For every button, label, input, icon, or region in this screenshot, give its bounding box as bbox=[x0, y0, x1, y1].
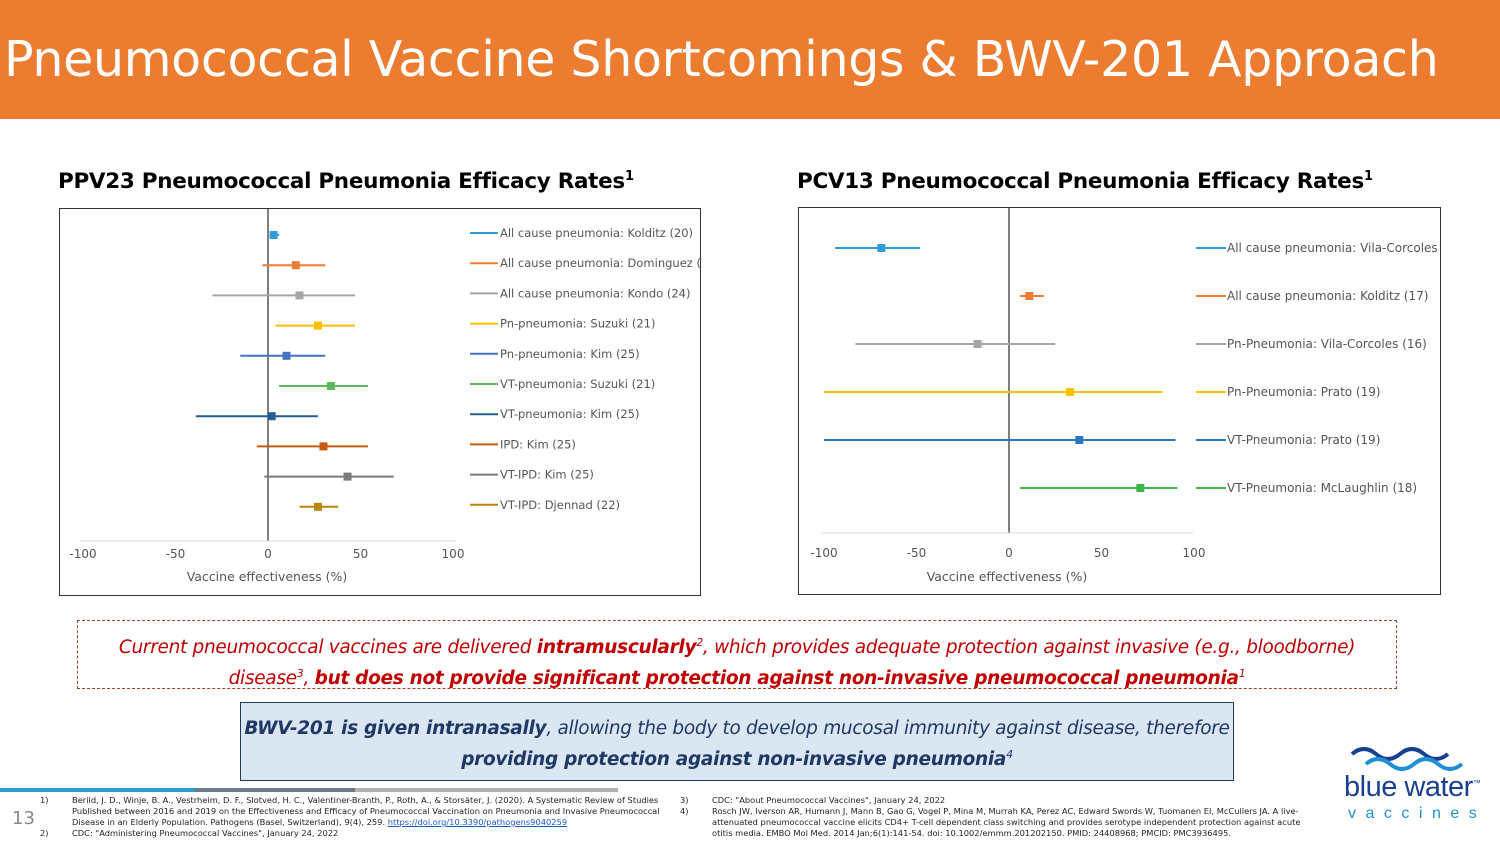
ppv23-forest-plot: -100 -50 0 50 100 Vaccine effectiveness (%) Al… bbox=[59, 208, 702, 596]
chart-title-pcv13: PCV13 Pneumococcal Pneumonia Efficacy Ra… bbox=[797, 169, 1373, 194]
ppv23-legend-label-6: VT-pneumonia: Kim (25) bbox=[500, 407, 639, 421]
pcv13-point-0 bbox=[877, 244, 886, 252]
ppv23-tick-label-1: -50 bbox=[166, 547, 186, 561]
footnotes-right: 3) CDC: "About Pneumococcal Vaccines", J… bbox=[680, 795, 1320, 839]
chart-title-ppv23: PPV23 Pneumococcal Pneumonia Efficacy Ra… bbox=[58, 169, 634, 194]
footnote-1-doi-link[interactable]: https://doi.org/10.3390/pathogens9040259 bbox=[387, 817, 568, 827]
ppv23-point-3 bbox=[313, 321, 322, 330]
footnote-2-text: CDC: "Administering Pneumococcal Vaccine… bbox=[72, 828, 339, 838]
note-dashed-text-2: , which provides adequate protection aga… bbox=[228, 637, 1356, 690]
pcv13-tick-label-2: 0 bbox=[1005, 546, 1013, 560]
pcv13-legend-label-0: All cause pneumonia: Vila-Corcoles (16) bbox=[1227, 241, 1442, 255]
footer-strip-blue bbox=[0, 788, 195, 792]
footnote-1-text: Berild, J. D., Winje, B. A., Vestrheim, … bbox=[72, 795, 660, 827]
note-dashed-text-1: Current pneumococcal vaccines are delive… bbox=[118, 637, 537, 659]
logo-line2: vaccines bbox=[1348, 805, 1487, 822]
note-box-bold-2: providing protection against non-invasiv… bbox=[461, 749, 1007, 771]
bwv201-intranasal-note: BWV-201 is given intranasally, allowing … bbox=[240, 702, 1234, 781]
pcv13-forest-plot: -100 -50 0 50 100 Vaccine effectiveness (%) Al… bbox=[798, 207, 1442, 595]
ppv23-legend-label-5: VT-pneumonia: Suzuki (21) bbox=[500, 377, 655, 391]
footnote-3-text: CDC: "About Pneumococcal Vaccines", Janu… bbox=[712, 795, 946, 805]
footer-strip-gray bbox=[355, 788, 618, 792]
note-dashed-sup-2: 3 bbox=[296, 667, 304, 681]
ppv23-tick-label-2: 0 bbox=[264, 547, 272, 561]
ppv23-legend-label-7: IPD: Kim (25) bbox=[500, 437, 576, 451]
ppv23-legend-label-4: Pn-pneumonia: Kim (25) bbox=[500, 347, 640, 361]
pcv13-legend-label-3: Pn-Pneumonia: Prato (19) bbox=[1227, 385, 1381, 399]
footnotes-left: 1) Berild, J. D., Winje, B. A., Vestrhei… bbox=[40, 795, 660, 839]
header-bar: Pneumococcal Vaccine Shortcomings & BWV-… bbox=[0, 0, 1500, 119]
ppv23-point-7 bbox=[319, 442, 328, 451]
intramuscular-limitation-note: Current pneumococcal vaccines are delive… bbox=[77, 620, 1397, 689]
footnote-3-number: 3) bbox=[680, 795, 689, 805]
ppv23-legend-label-8: VT-IPD: Kim (25) bbox=[500, 468, 594, 482]
chart-title-pcv13-sup: 1 bbox=[1363, 169, 1373, 184]
pcv13-legend-label-2: Pn-Pneumonia: Vila-Corcoles (16) bbox=[1227, 337, 1427, 351]
ppv23-legend-label-1: All cause pneumonia: Dominguez (23) bbox=[500, 256, 702, 270]
pcv13-tick-label-4: 100 bbox=[1183, 546, 1206, 560]
footnote-2-number: 2) bbox=[40, 828, 49, 838]
chart-title-pcv13-text: PCV13 Pneumococcal Pneumonia Efficacy Ra… bbox=[797, 169, 1364, 195]
ppv23-legend-label-2: All cause pneumonia: Kondo (24) bbox=[500, 286, 690, 300]
note-dashed-bold-1: intramuscularly bbox=[536, 637, 697, 659]
chart-title-ppv23-sup: 1 bbox=[624, 169, 634, 184]
footnote-1-number: 1) bbox=[40, 795, 49, 805]
ppv23-legend-label-0: All cause pneumonia: Kolditz (20) bbox=[500, 226, 693, 240]
logo-trademark: ™ bbox=[1472, 778, 1481, 788]
pcv13-point-4 bbox=[1075, 436, 1084, 444]
chart-title-ppv23-text: PPV23 Pneumococcal Pneumonia Efficacy Ra… bbox=[58, 169, 625, 195]
note-box-bold-1: BWV-201 is given intranasally bbox=[244, 718, 547, 739]
page-number: 13 bbox=[12, 808, 35, 829]
footnote-3: 3) CDC: "About Pneumococcal Vaccines", J… bbox=[680, 795, 1320, 806]
ppv23-x-axis-label: Vaccine effectiveness (%) bbox=[187, 569, 348, 584]
pcv13-point-1 bbox=[1025, 292, 1034, 300]
note-dashed-sup-3: 1 bbox=[1238, 667, 1246, 681]
ppv23-legend-label-3: Pn-pneumonia: Suzuki (21) bbox=[500, 317, 655, 331]
note-dashed-bold-2: but does not provide significant protect… bbox=[314, 668, 1239, 690]
ppv23-point-6 bbox=[267, 412, 276, 421]
pcv13-tick-label-1: -50 bbox=[907, 546, 927, 560]
note-box-sup-1: 4 bbox=[1006, 748, 1013, 761]
footer-strip-slate bbox=[195, 788, 355, 792]
ppv23-point-2 bbox=[295, 291, 304, 300]
ppv23-point-5 bbox=[326, 382, 335, 390]
logo-line1: blue water bbox=[1344, 771, 1473, 803]
note-dashed-sup-1: 2 bbox=[696, 636, 703, 649]
pcv13-tick-label-3: 50 bbox=[1094, 546, 1109, 560]
pcv13-tick-label-0: -100 bbox=[810, 546, 837, 560]
ppv23-forest-plot-svg: -100 -50 0 50 100 Vaccine effectiveness (%) Al… bbox=[69, 209, 702, 584]
blue-water-vaccines-logo: blue water™ vaccines bbox=[1342, 742, 1492, 832]
note-dashed-text-3: , bbox=[303, 668, 315, 690]
footnote-4-text: Rosch JW, Iverson AR, Humann J, Mann B, … bbox=[712, 806, 1301, 838]
ppv23-point-0 bbox=[269, 231, 278, 239]
pcv13-legend-label-1: All cause pneumonia: Kolditz (17) bbox=[1227, 289, 1428, 303]
pcv13-point-3 bbox=[1066, 388, 1075, 396]
page-title: Pneumococcal Vaccine Shortcomings & BWV-… bbox=[4, 31, 1439, 88]
footnote-4-number: 4) bbox=[680, 806, 689, 816]
ppv23-point-8 bbox=[343, 472, 352, 481]
logo-wordmark: blue water™ bbox=[1344, 771, 1481, 804]
ppv23-tick-label-4: 100 bbox=[442, 547, 465, 561]
pcv13-point-5 bbox=[1136, 484, 1145, 492]
ppv23-tick-label-0: -100 bbox=[69, 547, 96, 561]
pcv13-x-axis-label: Vaccine effectiveness (%) bbox=[927, 569, 1088, 584]
wave-logo-icon bbox=[1350, 747, 1464, 771]
ppv23-legend-label-9: VT-IPD: Djennad (22) bbox=[500, 498, 620, 512]
note-box-text-1: , allowing the body to develop mucosal i… bbox=[546, 718, 1230, 739]
ppv23-tick-label-3: 50 bbox=[353, 547, 368, 561]
footnote-1: 1) Berild, J. D., Winje, B. A., Vestrhei… bbox=[40, 795, 660, 828]
pcv13-forest-plot-svg: -100 -50 0 50 100 Vaccine effectiveness (%) Al… bbox=[810, 208, 1442, 584]
footnote-4: 4) Rosch JW, Iverson AR, Humann J, Mann … bbox=[680, 806, 1320, 839]
ppv23-point-4 bbox=[282, 351, 291, 360]
pcv13-legend-label-5: VT-Pneumonia: McLaughlin (18) bbox=[1227, 481, 1417, 495]
pcv13-legend-label-4: VT-Pneumonia: Prato (19) bbox=[1227, 433, 1380, 447]
ppv23-point-1 bbox=[291, 261, 300, 270]
footnote-2: 2) CDC: "Administering Pneumococcal Vacc… bbox=[40, 828, 660, 839]
ppv23-point-9 bbox=[313, 502, 322, 511]
pcv13-point-2 bbox=[973, 340, 982, 348]
